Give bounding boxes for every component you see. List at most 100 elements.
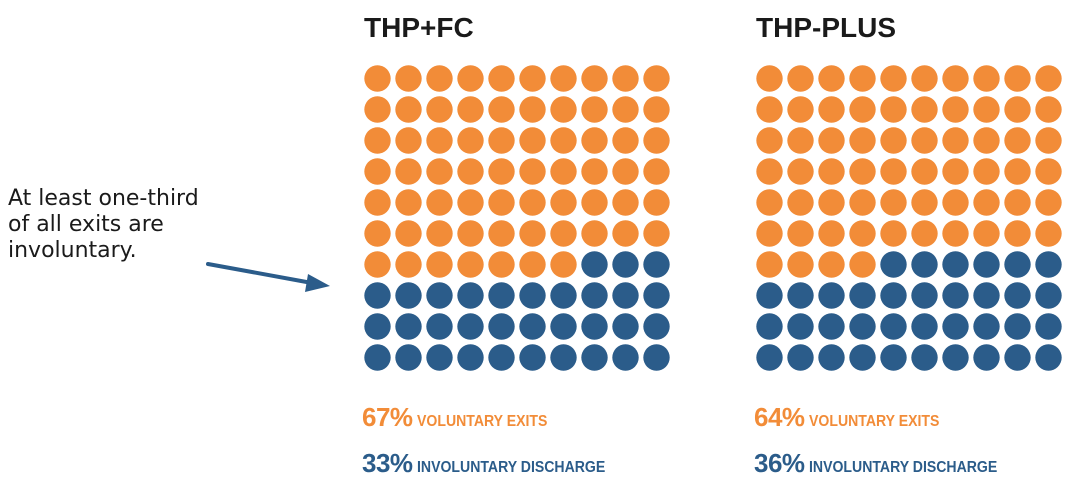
voluntary-dot-23 [426,127,453,154]
voluntary-dot-31 [756,158,783,185]
involuntary-dot-98 [581,344,608,371]
voluntary-dot-28 [973,127,1000,154]
voluntary-dot-50 [1035,189,1062,216]
voluntary-dot-63 [426,251,453,278]
voluntary-dot-18 [581,96,608,123]
involuntary-dot-95 [880,344,907,371]
involuntary-dot-85 [880,313,907,340]
voluntary-dot-30 [1035,127,1062,154]
legend-voluntary-pct: 67% [362,402,413,432]
voluntary-dot-9 [612,65,639,92]
voluntary-dot-63 [818,251,845,278]
voluntary-dot-1 [364,65,391,92]
voluntary-dot-23 [818,127,845,154]
chart-title: THP+FC [364,12,474,43]
voluntary-dot-34 [457,158,484,185]
involuntary-dot-65 [880,251,907,278]
involuntary-dot-80 [1035,282,1062,309]
involuntary-dot-72 [395,282,422,309]
involuntary-dot-74 [849,282,876,309]
voluntary-dot-32 [395,158,422,185]
voluntary-dot-21 [364,127,391,154]
voluntary-dot-8 [581,65,608,92]
voluntary-dot-43 [818,189,845,216]
voluntary-dot-34 [849,158,876,185]
voluntary-dot-52 [787,220,814,247]
voluntary-dot-55 [880,220,907,247]
involuntary-dot-81 [756,313,783,340]
legend-voluntary-pct: 64% [754,402,805,432]
voluntary-dot-12 [787,96,814,123]
involuntary-dot-90 [1035,313,1062,340]
voluntary-dot-3 [426,65,453,92]
involuntary-dot-72 [787,282,814,309]
legend-involuntary-label: INVOLUNTARY DISCHARGE [808,459,997,476]
waffle-chart-thp-fc [364,65,670,371]
waffle-panel-thp-plus: THP-PLUS 64% VOLUNTARY EXITS 36% INVOLUNTA… [754,0,1081,483]
involuntary-dot-92 [787,344,814,371]
voluntary-dot-19 [612,96,639,123]
voluntary-dot-29 [612,127,639,154]
voluntary-dot-36 [911,158,938,185]
involuntary-dot-71 [756,282,783,309]
involuntary-dot-74 [457,282,484,309]
waffle-chart-thp-plus [756,65,1062,371]
voluntary-dot-64 [457,251,484,278]
voluntary-dot-2 [395,65,422,92]
involuntary-dot-75 [880,282,907,309]
voluntary-dot-40 [643,158,670,185]
voluntary-dot-44 [849,189,876,216]
involuntary-dot-98 [973,344,1000,371]
voluntary-dot-1 [756,65,783,92]
voluntary-dot-42 [787,189,814,216]
voluntary-dot-61 [364,251,391,278]
voluntary-dot-6 [911,65,938,92]
voluntary-dot-29 [1004,127,1031,154]
legend-involuntary: 33% INVOLUNTARY DISCHARGE [362,448,630,479]
voluntary-dot-20 [1035,96,1062,123]
legend-involuntary-pct: 33% [362,448,413,478]
voluntary-dot-54 [849,220,876,247]
voluntary-dot-25 [880,127,907,154]
legend-voluntary: 64% VOLUNTARY EXITS [754,402,957,433]
involuntary-dot-82 [787,313,814,340]
voluntary-dot-65 [488,251,515,278]
voluntary-dot-39 [1004,158,1031,185]
voluntary-dot-56 [911,220,938,247]
involuntary-dot-70 [643,251,670,278]
voluntary-dot-3 [818,65,845,92]
involuntary-dot-96 [911,344,938,371]
voluntary-dot-14 [457,96,484,123]
voluntary-dot-16 [519,96,546,123]
voluntary-dot-33 [818,158,845,185]
voluntary-dot-20 [643,96,670,123]
voluntary-dot-64 [849,251,876,278]
voluntary-dot-10 [1035,65,1062,92]
involuntary-dot-93 [818,344,845,371]
voluntary-dot-4 [849,65,876,92]
involuntary-dot-86 [519,313,546,340]
involuntary-dot-88 [581,313,608,340]
arrow-head [305,274,330,292]
voluntary-dot-14 [849,96,876,123]
voluntary-dot-13 [818,96,845,123]
involuntary-dot-69 [612,251,639,278]
voluntary-dot-11 [364,96,391,123]
voluntary-dot-42 [395,189,422,216]
voluntary-dot-50 [643,189,670,216]
involuntary-dot-90 [643,313,670,340]
voluntary-dot-62 [395,251,422,278]
involuntary-dot-77 [942,282,969,309]
involuntary-dot-87 [942,313,969,340]
voluntary-dot-51 [756,220,783,247]
voluntary-dot-35 [880,158,907,185]
legend-voluntary-label: VOLUNTARY EXITS [416,413,547,430]
voluntary-dot-46 [911,189,938,216]
voluntary-dot-9 [1004,65,1031,92]
voluntary-dot-22 [395,127,422,154]
chart-title: THP-PLUS [756,12,896,43]
voluntary-dot-8 [973,65,1000,92]
involuntary-dot-91 [364,344,391,371]
voluntary-dot-24 [849,127,876,154]
voluntary-dot-16 [911,96,938,123]
